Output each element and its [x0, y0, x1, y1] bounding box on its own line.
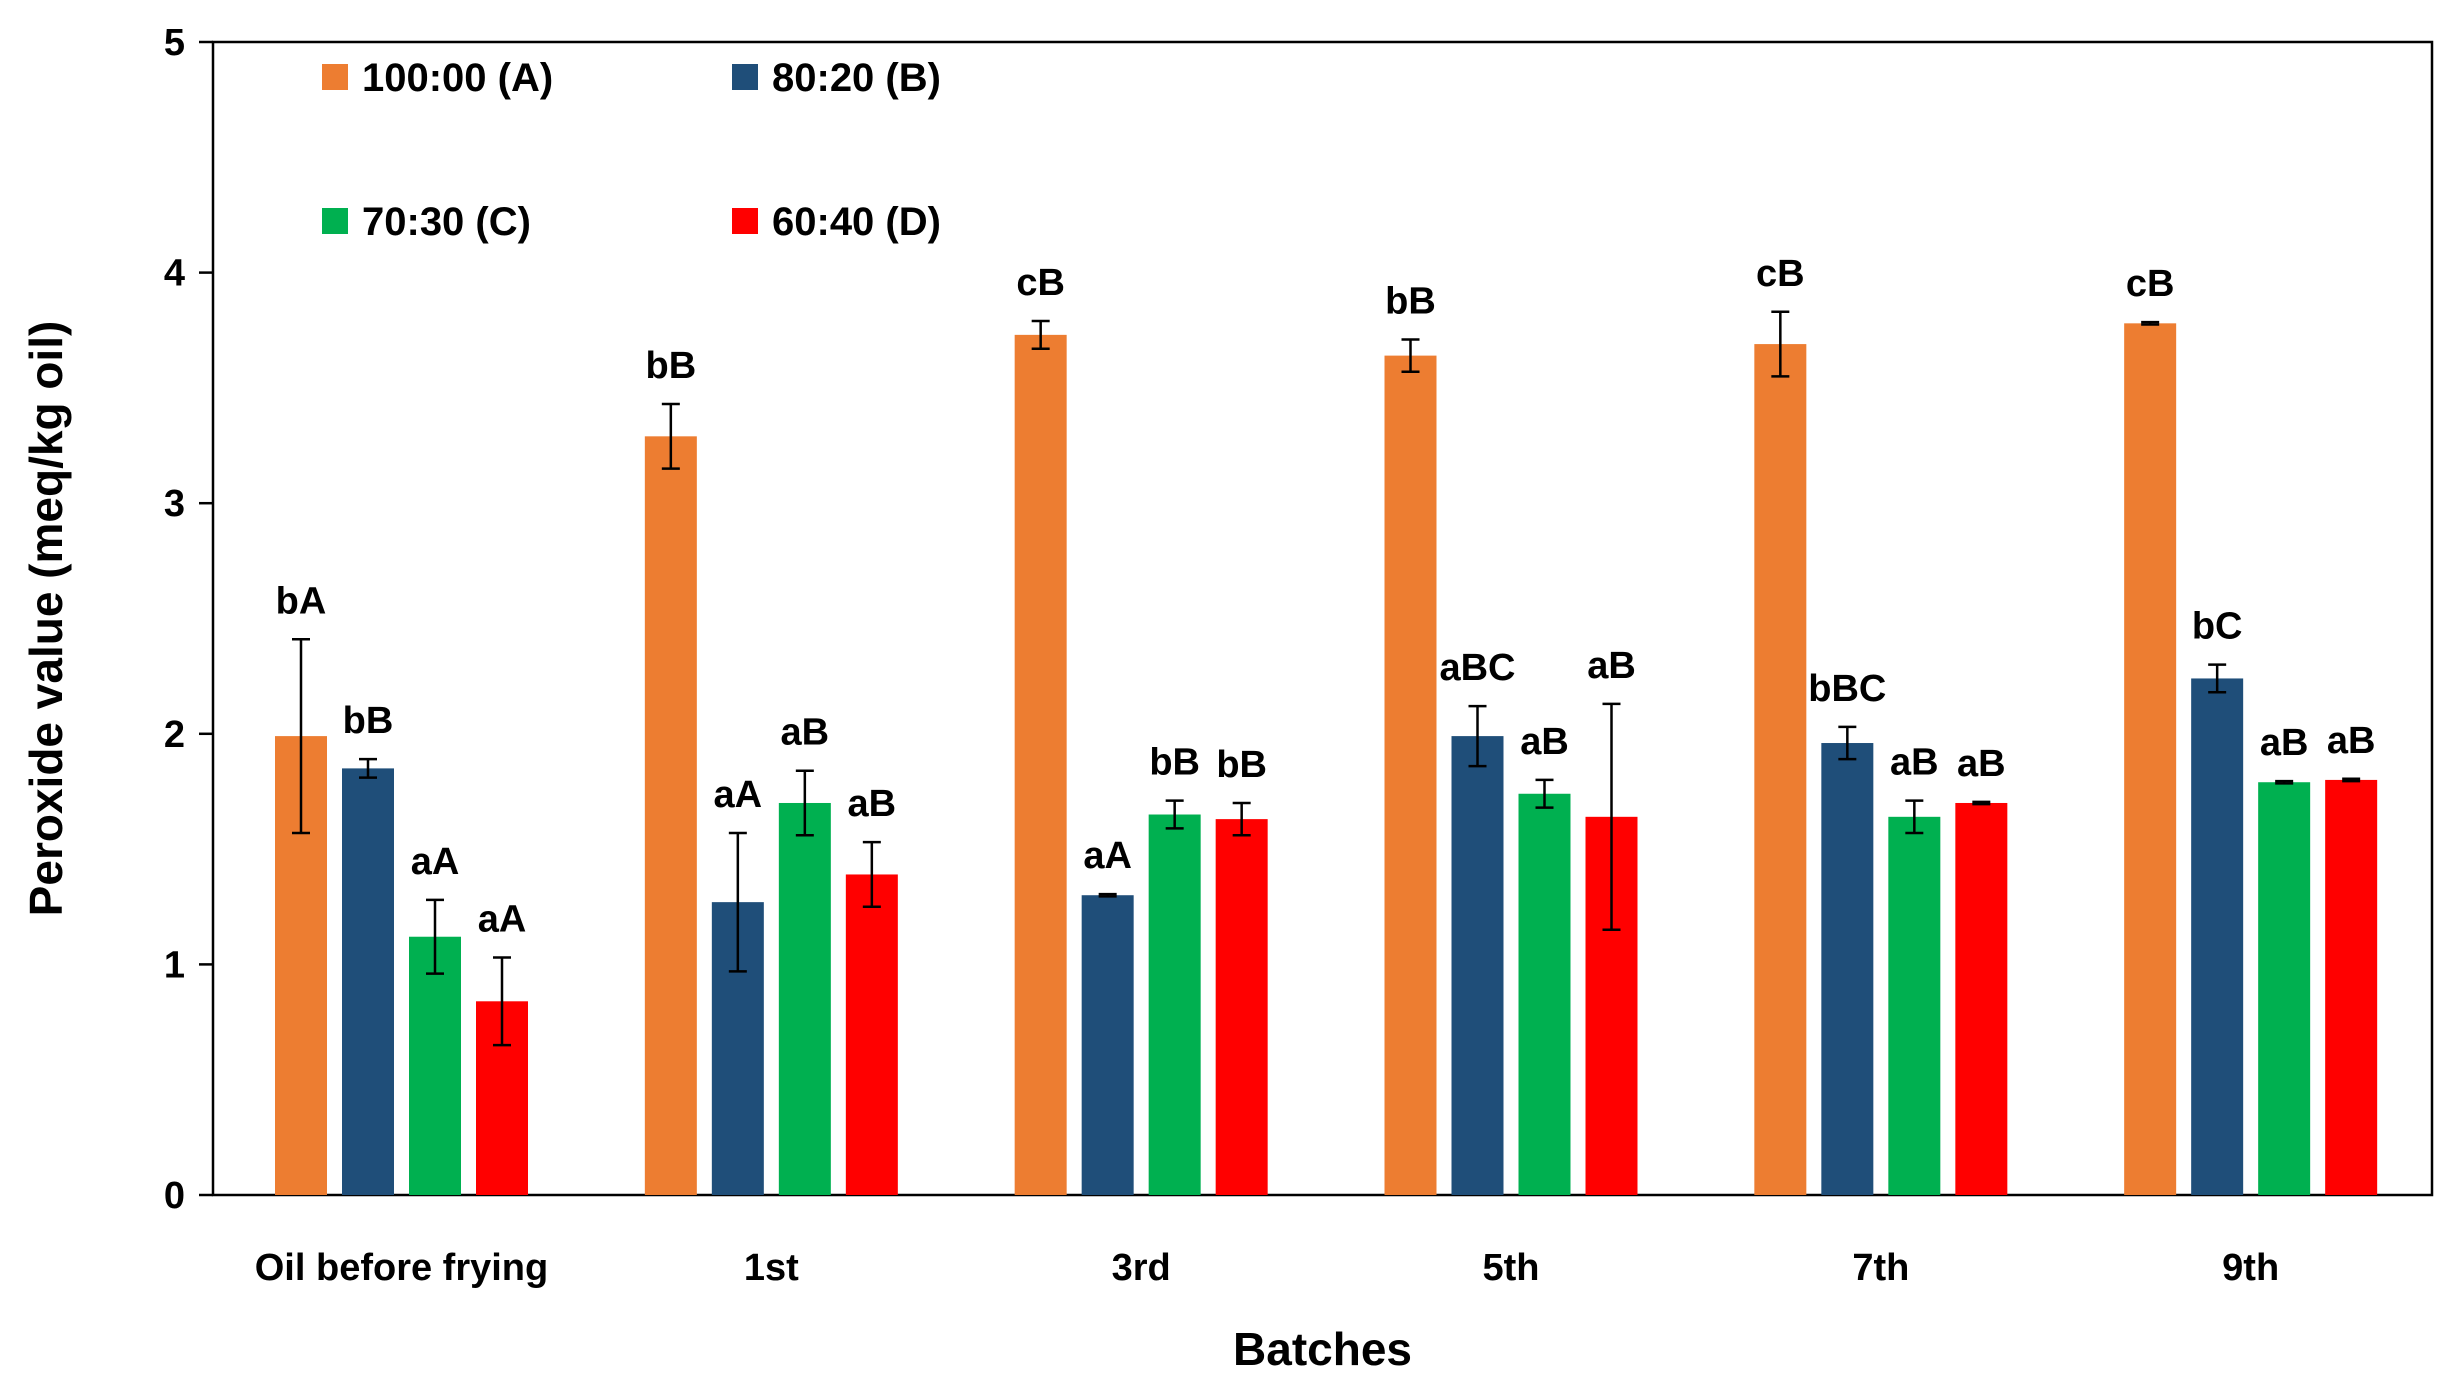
- significance-label: aA: [411, 841, 460, 883]
- legend-swatch: [732, 64, 758, 90]
- significance-label: bB: [646, 345, 697, 387]
- y-tick-label: 3: [164, 483, 185, 525]
- x-tick-label: 1st: [744, 1247, 799, 1289]
- x-axis-title: Batches: [1233, 1323, 1412, 1375]
- bar: [2258, 782, 2311, 1195]
- bars-group: [275, 323, 2378, 1196]
- significance-label: aA: [714, 774, 763, 816]
- plot-border: [211, 40, 2434, 1197]
- x-tick-label: 7th: [1852, 1247, 1909, 1289]
- x-axis: Oil before frying 1st 3rd 5th 7th 9th: [255, 1247, 2279, 1289]
- legend-swatch: [322, 208, 348, 234]
- significance-label: aB: [1587, 645, 1636, 687]
- significance-label: aBC: [1439, 647, 1515, 689]
- bar: [1215, 819, 1268, 1195]
- bar: [2191, 678, 2244, 1195]
- significance-label: bB: [1216, 744, 1267, 786]
- significance-label: aB: [1520, 721, 1569, 763]
- bar: [644, 436, 697, 1195]
- bar: [1148, 814, 1201, 1195]
- significance-label: cB: [1756, 253, 1805, 295]
- legend-swatch: [322, 64, 348, 90]
- significance-label: aA: [1083, 835, 1132, 877]
- y-tick-label: 2: [164, 714, 185, 756]
- bar: [845, 874, 898, 1195]
- bar: [342, 768, 394, 1195]
- bar: [778, 802, 831, 1195]
- legend-label: 80:20 (B): [772, 56, 941, 100]
- bar: [1451, 736, 1504, 1195]
- bar: [2325, 779, 2378, 1195]
- legend-label: 70:30 (C): [362, 200, 531, 244]
- legend-swatch: [732, 208, 758, 234]
- significance-label: cB: [2126, 263, 2175, 305]
- y-tick-label: 4: [164, 253, 185, 295]
- error-bars-group: [292, 310, 2361, 1047]
- bar: [1014, 334, 1067, 1195]
- significance-label: aB: [848, 783, 897, 825]
- significance-label: aA: [478, 898, 527, 940]
- bar: [409, 936, 461, 1195]
- x-tick-label: 5th: [1483, 1247, 1540, 1289]
- bar: [1081, 895, 1134, 1195]
- significance-label: aB: [1957, 743, 2006, 785]
- bar: [1518, 793, 1571, 1195]
- bar: [1955, 802, 2008, 1195]
- significance-label: aB: [2260, 722, 2309, 764]
- x-tick-label: 3rd: [1112, 1247, 1171, 1289]
- significance-label: bA: [276, 580, 327, 622]
- x-tick-label: Oil before frying: [255, 1247, 548, 1289]
- significance-label: bB: [343, 700, 394, 742]
- y-tick-label: 5: [164, 22, 185, 64]
- significance-label: bB: [1385, 280, 1436, 322]
- legend-label: 60:40 (D): [772, 200, 941, 244]
- y-axis: 0 1 2 3 4 5: [164, 22, 213, 1217]
- legend: 100:00 (A) 80:20 (B) 70:30 (C) 60:40 (D): [322, 56, 941, 244]
- plot-area: [211, 40, 2434, 1197]
- significance-label: bC: [2192, 606, 2243, 648]
- bar: [2124, 323, 2177, 1195]
- y-axis-title: Peroxide value (meq/kg oil): [20, 321, 72, 917]
- significance-label: aB: [781, 712, 830, 754]
- bar: [1888, 816, 1941, 1195]
- significance-label: bB: [1149, 742, 1200, 784]
- bar: [1821, 743, 1874, 1195]
- significance-label: aB: [2327, 720, 2376, 762]
- significance-label: aB: [1890, 742, 1939, 784]
- bar: [1754, 344, 1807, 1195]
- significance-label: cB: [1016, 262, 1065, 304]
- bar: [1384, 355, 1437, 1196]
- y-tick-label: 0: [164, 1175, 185, 1217]
- x-tick-label: 9th: [2222, 1247, 2279, 1289]
- significance-label: bBC: [1808, 668, 1886, 710]
- y-tick-label: 1: [164, 944, 185, 986]
- legend-label: 100:00 (A): [362, 56, 553, 100]
